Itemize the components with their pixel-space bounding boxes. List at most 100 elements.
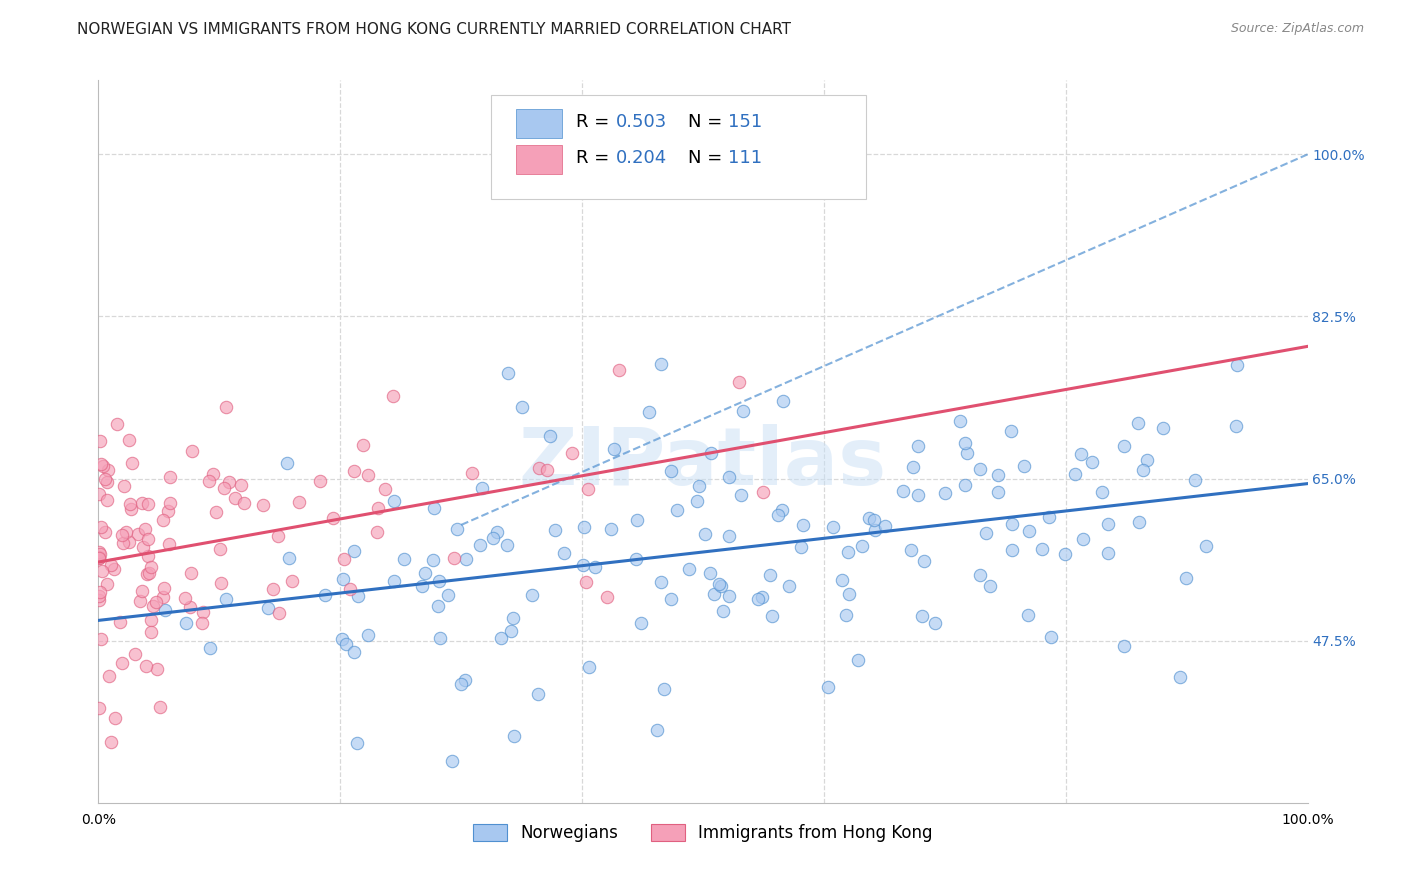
- Point: [1071, 532, 1094, 546]
- Point: [322, 510, 344, 524]
- Point: [112, 536, 135, 550]
- Point: [152, 513, 174, 527]
- Point: [730, 488, 752, 502]
- Point: [1132, 463, 1154, 477]
- Point: [1038, 509, 1060, 524]
- Point: [138, 549, 160, 563]
- Point: [527, 687, 550, 701]
- Point: [851, 539, 873, 553]
- Point: [626, 513, 648, 527]
- Point: [1114, 439, 1136, 453]
- Point: [422, 553, 444, 567]
- Point: [520, 588, 543, 602]
- Text: 0.503: 0.503: [616, 113, 668, 131]
- Point: [257, 601, 280, 615]
- Point: [1097, 517, 1119, 532]
- Point: [460, 467, 482, 481]
- Point: [693, 526, 716, 541]
- Point: [215, 591, 238, 606]
- Point: [135, 567, 157, 582]
- Point: [572, 558, 595, 573]
- Point: [136, 497, 159, 511]
- Point: [835, 608, 858, 623]
- Point: [121, 456, 143, 470]
- Point: [538, 429, 561, 443]
- Point: [751, 591, 773, 605]
- Point: [831, 573, 853, 587]
- Point: [157, 537, 180, 551]
- Point: [127, 527, 149, 541]
- Point: [159, 496, 181, 510]
- Point: [502, 611, 524, 625]
- Point: [343, 645, 366, 659]
- Point: [111, 656, 134, 670]
- Point: [1152, 421, 1174, 435]
- Point: [772, 394, 794, 409]
- Point: [205, 505, 228, 519]
- Point: [503, 729, 526, 743]
- Point: [578, 659, 600, 673]
- Point: [1168, 670, 1191, 684]
- Point: [153, 581, 176, 595]
- Point: [96, 576, 118, 591]
- Point: [267, 606, 290, 620]
- Point: [87, 700, 110, 714]
- Point: [214, 400, 236, 414]
- Point: [96, 492, 118, 507]
- Point: [139, 613, 162, 627]
- Point: [1054, 547, 1077, 561]
- Point: [374, 482, 396, 496]
- Point: [456, 551, 478, 566]
- Point: [308, 475, 330, 489]
- Point: [131, 496, 153, 510]
- Point: [561, 445, 583, 459]
- Point: [700, 445, 723, 459]
- Point: [145, 595, 167, 609]
- Point: [441, 754, 464, 768]
- Point: [1040, 630, 1063, 644]
- Point: [1000, 424, 1022, 438]
- Point: [659, 464, 682, 478]
- Point: [1001, 516, 1024, 531]
- Point: [837, 545, 859, 559]
- Point: [100, 558, 122, 573]
- Point: [652, 681, 675, 696]
- Point: [118, 535, 141, 549]
- Point: [624, 552, 647, 566]
- Point: [703, 587, 725, 601]
- Point: [146, 662, 169, 676]
- Point: [544, 523, 567, 537]
- Point: [276, 456, 298, 470]
- Point: [728, 375, 751, 389]
- Point: [553, 546, 575, 560]
- Point: [863, 524, 886, 538]
- Point: [87, 592, 110, 607]
- Point: [969, 462, 991, 476]
- Point: [987, 468, 1010, 483]
- Text: 0.204: 0.204: [616, 149, 668, 168]
- Point: [678, 562, 700, 576]
- Point: [413, 566, 436, 580]
- Point: [717, 469, 740, 483]
- Point: [575, 574, 598, 589]
- Point: [1018, 524, 1040, 538]
- Point: [912, 554, 935, 568]
- Point: [232, 496, 254, 510]
- Point: [429, 574, 451, 588]
- Text: 111: 111: [728, 149, 762, 168]
- Point: [174, 591, 197, 606]
- FancyBboxPatch shape: [492, 95, 866, 200]
- Point: [159, 470, 181, 484]
- Point: [111, 528, 134, 542]
- Point: [202, 467, 225, 482]
- Point: [949, 414, 972, 428]
- Text: R =: R =: [576, 113, 614, 131]
- Point: [332, 632, 354, 647]
- Point: [689, 479, 711, 493]
- Point: [1136, 453, 1159, 467]
- Point: [907, 438, 929, 452]
- Point: [924, 615, 946, 630]
- Point: [96, 475, 118, 490]
- Point: [262, 582, 284, 596]
- Point: [602, 442, 624, 457]
